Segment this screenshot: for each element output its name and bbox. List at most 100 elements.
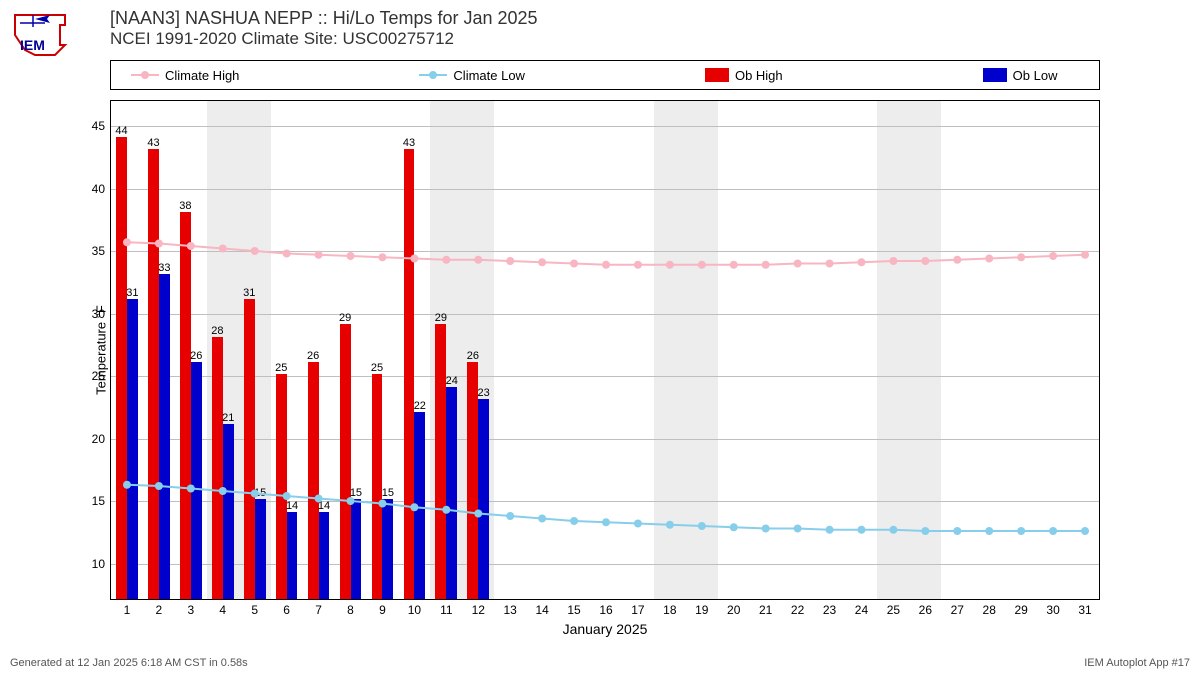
gridline [111,189,1099,190]
legend-label: Climate High [165,68,239,83]
ob-low-label: 15 [350,487,362,499]
xtick-label: 22 [791,603,804,617]
xtick-label: 31 [1078,603,1091,617]
xtick-label: 27 [951,603,964,617]
ob-low-label: 14 [286,500,298,512]
ob-low-label: 33 [158,262,170,274]
ob-high-bar [116,137,127,600]
xtick-label: 4 [219,603,226,617]
ytick-label: 15 [92,494,105,508]
ytick-label: 30 [92,307,105,321]
ob-high-bar [308,362,319,600]
xtick-label: 1 [124,603,131,617]
ob-low-bar [223,424,234,599]
ob-high-label: 31 [243,287,255,299]
weekend-band [654,101,718,599]
xtick-label: 25 [887,603,900,617]
ob-high-bar [340,324,351,599]
legend-ob-high: Ob High [705,68,783,83]
ob-high-bar [212,337,223,600]
gridline [111,376,1099,377]
xtick-label: 14 [535,603,548,617]
legend-ob-low: Ob Low [983,68,1058,83]
ob-low-label: 31 [126,287,138,299]
xtick-label: 24 [855,603,868,617]
ob-high-label: 38 [179,200,191,212]
ob-low-bar [382,499,393,599]
ob-high-label: 25 [371,362,383,374]
ob-low-bar [478,399,489,599]
ob-low-label: 15 [254,487,266,499]
ob-low-label: 15 [382,487,394,499]
ob-low-bar [127,299,138,599]
ob-high-label: 25 [275,362,287,374]
ob-high-bar [435,324,446,599]
title-line1: [NAAN3] NASHUA NEPP :: Hi/Lo Temps for J… [110,8,538,29]
xtick-label: 8 [347,603,354,617]
chart-title: [NAAN3] NASHUA NEPP :: Hi/Lo Temps for J… [110,8,538,49]
xtick-label: 18 [663,603,676,617]
legend-label: Climate Low [453,68,525,83]
ob-low-bar [351,499,362,599]
gridline [111,251,1099,252]
xtick-label: 19 [695,603,708,617]
xtick-label: 13 [504,603,517,617]
ob-high-label: 29 [435,312,447,324]
xtick-label: 20 [727,603,740,617]
ob-high-bar [276,374,287,599]
gridline [111,439,1099,440]
title-line2: NCEI 1991-2020 Climate Site: USC00275712 [110,29,538,49]
iem-logo: IEM [5,5,75,65]
ob-low-label: 14 [318,500,330,512]
ob-high-label: 29 [339,312,351,324]
x-axis-label: January 2025 [563,621,648,637]
legend-label: Ob High [735,68,783,83]
legend-label: Ob Low [1013,68,1058,83]
xtick-label: 5 [251,603,258,617]
ytick-label: 25 [92,369,105,383]
ob-high-bar [404,149,415,599]
ytick-label: 10 [92,557,105,571]
xtick-label: 16 [599,603,612,617]
ytick-label: 35 [92,244,105,258]
ob-low-bar [287,512,298,600]
xtick-label: 11 [440,603,452,617]
footer-app: IEM Autoplot App #17 [1084,657,1190,669]
ob-high-label: 43 [403,137,415,149]
ob-low-bar [159,274,170,599]
xtick-label: 26 [919,603,932,617]
footer-generated: Generated at 12 Jan 2025 6:18 AM CST in … [10,657,248,669]
ob-low-label: 26 [190,350,202,362]
ob-low-bar [191,362,202,600]
xtick-label: 3 [187,603,194,617]
legend-climate-high: Climate High [131,68,239,83]
svg-text:IEM: IEM [20,37,45,53]
xtick-label: 6 [283,603,290,617]
ytick-label: 45 [92,119,105,133]
ob-high-bar [180,212,191,600]
ob-high-label: 26 [307,350,319,362]
ob-low-bar [319,512,330,600]
ytick-label: 40 [92,182,105,196]
xtick-label: 7 [315,603,322,617]
ob-high-label: 26 [467,350,479,362]
xtick-label: 9 [379,603,386,617]
xtick-label: 21 [759,603,772,617]
xtick-label: 10 [408,603,421,617]
ob-high-label: 43 [147,137,159,149]
gridline [111,126,1099,127]
plot-area: Temperature °F January 2025 101520253035… [110,100,1100,600]
gridline [111,314,1099,315]
xtick-label: 23 [823,603,836,617]
legend-climate-low: Climate Low [419,68,525,83]
ob-high-label: 44 [115,125,127,137]
xtick-label: 2 [156,603,163,617]
ob-high-bar [148,149,159,599]
ytick-label: 20 [92,432,105,446]
xtick-label: 30 [1046,603,1059,617]
ob-high-label: 28 [211,325,223,337]
xtick-label: 12 [472,603,485,617]
ob-high-bar [244,299,255,599]
legend: Climate High Climate Low Ob High Ob Low [110,60,1100,90]
ob-low-label: 24 [446,375,458,387]
